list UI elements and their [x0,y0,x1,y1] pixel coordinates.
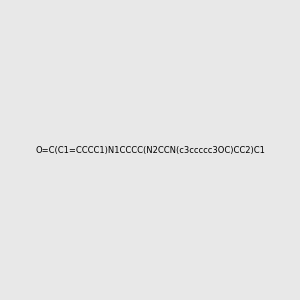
Text: O=C(C1=CCCC1)N1CCCC(N2CCN(c3ccccc3OC)CC2)C1: O=C(C1=CCCC1)N1CCCC(N2CCN(c3ccccc3OC)CC2… [35,146,265,154]
